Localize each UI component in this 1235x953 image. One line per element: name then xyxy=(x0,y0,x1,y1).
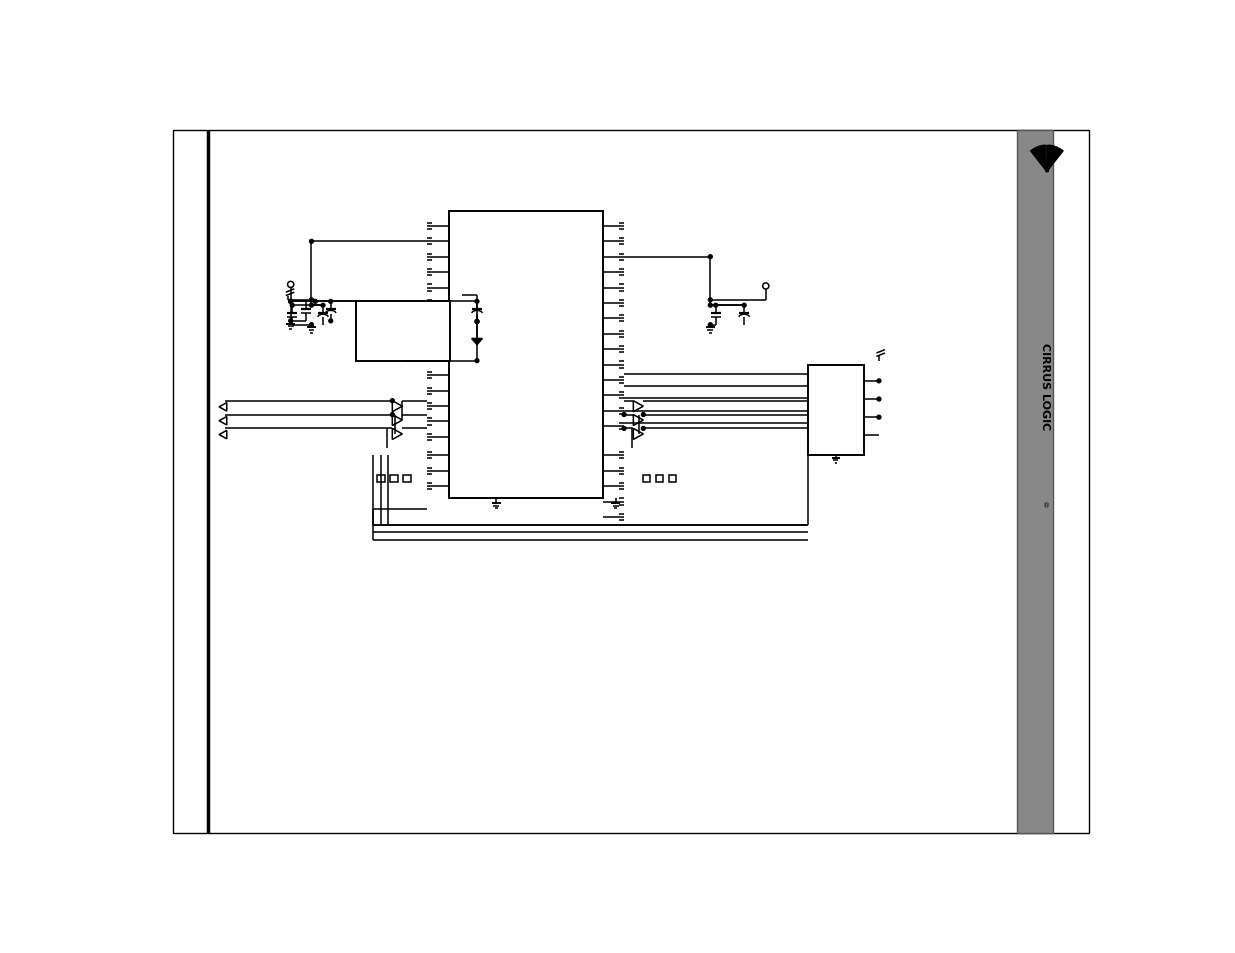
Circle shape xyxy=(622,427,626,431)
Circle shape xyxy=(742,304,746,308)
Circle shape xyxy=(475,320,479,324)
Circle shape xyxy=(314,300,317,304)
Circle shape xyxy=(709,255,713,259)
Circle shape xyxy=(290,304,294,308)
Circle shape xyxy=(390,399,394,403)
Circle shape xyxy=(709,323,713,327)
Circle shape xyxy=(310,304,314,308)
Circle shape xyxy=(763,284,769,290)
Bar xyxy=(448,212,603,498)
Circle shape xyxy=(289,300,293,304)
Bar xyxy=(808,365,863,456)
Bar xyxy=(390,476,398,483)
Circle shape xyxy=(329,319,332,323)
Text: ®: ® xyxy=(1044,503,1051,509)
Bar xyxy=(642,476,651,483)
Bar xyxy=(356,302,450,361)
Polygon shape xyxy=(1031,147,1062,172)
Circle shape xyxy=(641,427,645,431)
Circle shape xyxy=(709,298,713,302)
Circle shape xyxy=(310,298,314,302)
Circle shape xyxy=(877,416,881,419)
Circle shape xyxy=(475,359,479,363)
Circle shape xyxy=(310,240,314,244)
Bar xyxy=(656,476,663,483)
Circle shape xyxy=(289,300,293,304)
Circle shape xyxy=(641,414,645,417)
Circle shape xyxy=(877,379,881,383)
Bar xyxy=(403,476,411,483)
Circle shape xyxy=(622,414,626,417)
Circle shape xyxy=(289,319,293,323)
Circle shape xyxy=(714,304,718,308)
Circle shape xyxy=(475,320,479,324)
Bar xyxy=(1016,132,1053,833)
Circle shape xyxy=(288,282,294,288)
Circle shape xyxy=(310,323,314,327)
Circle shape xyxy=(475,300,479,304)
Circle shape xyxy=(709,304,713,308)
Bar xyxy=(668,476,677,483)
Polygon shape xyxy=(472,339,483,345)
Circle shape xyxy=(329,300,332,304)
Circle shape xyxy=(877,397,881,401)
Bar xyxy=(1019,132,1053,833)
Text: CIRRUS LOGIC: CIRRUS LOGIC xyxy=(1040,343,1050,430)
Circle shape xyxy=(390,414,394,417)
Bar xyxy=(377,476,384,483)
Circle shape xyxy=(321,304,325,308)
